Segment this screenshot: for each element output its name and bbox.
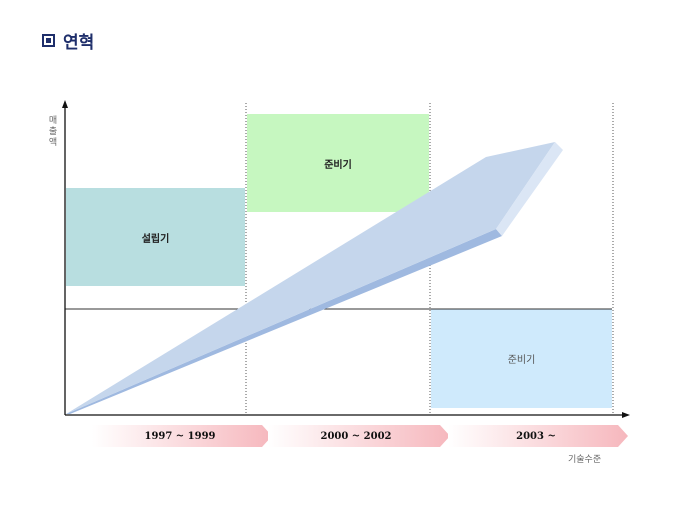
period-label: 1997 ~ 1999	[144, 430, 216, 442]
stage-label: 준비기	[324, 159, 352, 171]
period-band-2	[268, 425, 450, 447]
stage-box-preparation-2: 준비기	[431, 309, 612, 408]
y-axis-label-text: 매 출 액	[48, 116, 58, 148]
growth-arrow-tip	[496, 142, 563, 236]
x-axis-arrowhead	[622, 412, 630, 418]
stage-label: 준비기	[507, 355, 536, 366]
page-header: 연혁	[42, 28, 94, 53]
growth-arrow-bottom	[66, 229, 502, 414]
growth-arrow-body	[66, 142, 555, 414]
stage-box-founding: 설립기	[66, 188, 245, 286]
period-label: 2003 ~	[516, 430, 556, 442]
stage-label: 설립기	[141, 233, 170, 245]
y-axis-label: 매 출 액	[46, 116, 60, 149]
x-axis-label: 기술수준	[568, 455, 602, 465]
y-axis-arrowhead	[62, 100, 68, 108]
filled-square-icon	[42, 34, 55, 47]
stage-box-preparation: 준비기	[247, 114, 429, 212]
period-band-3	[448, 425, 628, 447]
period-band-1	[92, 425, 272, 447]
period-label: 2000 ~ 2002	[320, 430, 392, 442]
page-title: 연혁	[63, 33, 95, 53]
